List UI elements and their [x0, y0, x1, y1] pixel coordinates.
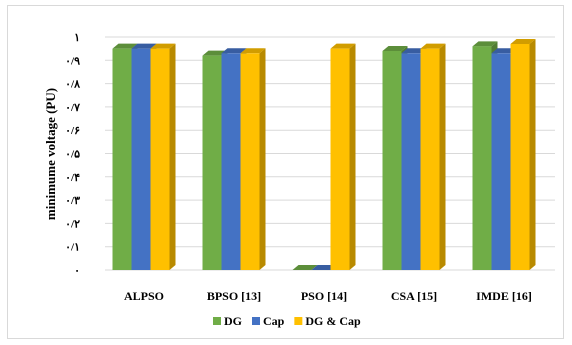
bar-front	[420, 48, 440, 271]
bar-top	[472, 41, 498, 47]
legend-label: DG & Cap	[305, 314, 361, 328]
bar-top	[401, 48, 427, 54]
legend-item-dg-cap: DG & Cap	[294, 314, 361, 328]
bar-top	[292, 265, 318, 270]
x-tick-label: PSO [14]	[301, 289, 347, 303]
bar-top	[311, 265, 337, 270]
bar-dg-cap-3	[420, 43, 446, 271]
x-tick-label: CSA [15]	[391, 289, 437, 303]
x-tick-label: ALPSO	[124, 289, 164, 303]
bar-front	[202, 55, 222, 270]
bar-top	[382, 45, 408, 51]
y-tick-label: ٠/٩	[65, 55, 80, 67]
bar-side	[169, 43, 176, 271]
legend-swatch	[252, 317, 260, 325]
legend-swatch	[213, 317, 221, 325]
bar-dg-cap-4	[510, 38, 536, 270]
x-tick-label: IMDE [16]	[476, 289, 532, 303]
bar-front	[112, 48, 132, 271]
bar-front	[382, 50, 402, 271]
y-tick-label: ٠/۴	[65, 172, 80, 184]
bar-top	[510, 38, 536, 44]
bar-front	[240, 53, 260, 271]
bar-dg-cap-0	[150, 43, 176, 271]
y-tick-label: ٠/٣	[65, 195, 80, 207]
bar-front	[131, 48, 151, 271]
legend-label: DG	[224, 314, 242, 328]
bar-top	[491, 48, 517, 54]
y-tick-label: ٠/۶	[65, 125, 80, 137]
bar-front	[401, 53, 421, 271]
bar-front	[472, 46, 492, 270]
bar-dg-2	[292, 265, 318, 270]
legend-swatch	[294, 317, 303, 325]
bar-side	[529, 38, 536, 270]
bar-front	[330, 48, 350, 271]
bar-top	[420, 43, 446, 49]
bar-top	[112, 43, 138, 49]
chart-frame	[7, 5, 564, 339]
bar-front	[491, 53, 511, 271]
y-tick-label: ٠/۵	[65, 149, 80, 161]
bar-front	[510, 43, 530, 270]
y-tick-label: ٠/٢	[65, 218, 80, 230]
y-tick-label: ٠/٧	[65, 102, 80, 114]
y-tick-label: ٠/١	[65, 242, 80, 254]
bar-front	[221, 53, 241, 271]
legend-item-dg: DG	[213, 314, 242, 328]
bar-side	[259, 48, 266, 271]
y-axis-title: minimume voltage (PU)	[43, 88, 58, 220]
x-tick-labels: ALPSO BPSO [13] PSO [14] CSA [15] IMDE [16]	[124, 289, 532, 303]
bars	[112, 38, 536, 271]
y-tick-label: ٠	[74, 265, 80, 277]
bar-cap-2	[311, 265, 337, 270]
legend-item-cap: Cap	[252, 314, 285, 328]
bar-dg-cap-1	[240, 48, 266, 271]
bar-top	[202, 50, 228, 56]
x-tick-label: BPSO [13]	[207, 289, 261, 303]
legend: DG Cap DG & Cap	[213, 314, 361, 328]
y-tick-label: ٠/٨	[65, 79, 80, 91]
bar-dg-cap-2	[330, 43, 356, 271]
y-tick-label: ١	[74, 32, 80, 44]
bar-side	[349, 43, 356, 271]
bar-front	[150, 48, 170, 271]
bar-top	[240, 48, 266, 54]
bar-top	[150, 43, 176, 49]
y-tick-labels: ٠ ٠/١ ٠/٢ ٠/٣ ٠/۴ ٠/۵ ٠/۶ ٠/٧ ٠/٨ ٠/٩ ١	[65, 32, 80, 277]
bar-top	[221, 48, 247, 54]
bar-top	[330, 43, 356, 49]
bar-top	[131, 43, 157, 49]
legend-label: Cap	[263, 314, 285, 328]
bar-side	[439, 43, 446, 271]
